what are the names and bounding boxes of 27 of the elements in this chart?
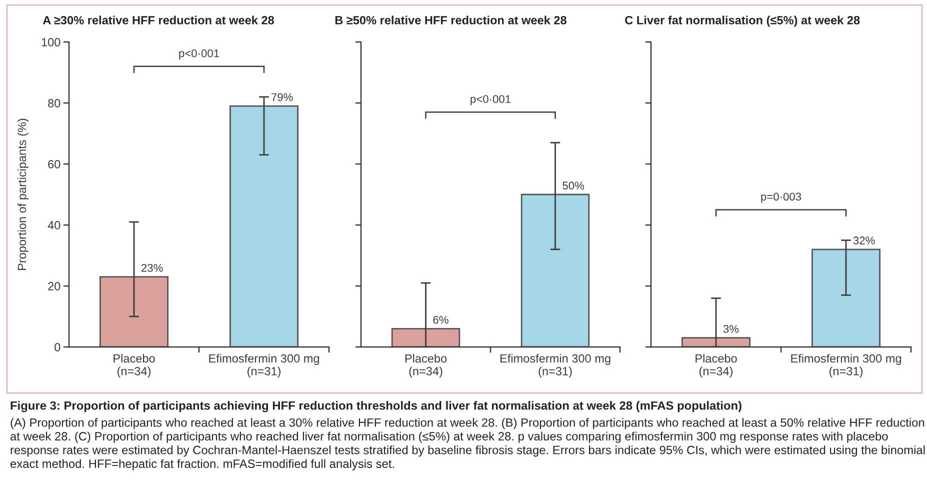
data-label: 23% bbox=[142, 264, 163, 272]
y-tick-label: 60 bbox=[48, 160, 60, 168]
chart-title: C Liver fat normalisation (≤5%) at week 28 bbox=[625, 16, 860, 27]
y-tick-label: 20 bbox=[48, 282, 60, 290]
annotation: p<0·001 bbox=[179, 49, 219, 60]
chart-title: A ≥30% relative HFF reduction at week 28 bbox=[42, 16, 274, 24]
caption: Figure 3: Proportion of participants achieving HFF reduction thresholds and liver fat normalisation at week 28 (mFAS population) bbox=[10, 401, 742, 412]
x-tick-label: Placebo (n=34) bbox=[405, 354, 447, 378]
annotation: p=0·003 bbox=[761, 192, 802, 203]
x-tick-label: Efimosfermin 300 mg (n=31) bbox=[209, 354, 320, 378]
y-tick-label: 40 bbox=[48, 221, 60, 230]
y-tick-label: 80 bbox=[48, 99, 60, 108]
data-label: 6% bbox=[433, 316, 448, 324]
data-label: 50% bbox=[562, 182, 584, 190]
x-tick-label: Placebo (n=34) bbox=[114, 354, 155, 378]
annotation: p<0·001 bbox=[470, 95, 510, 106]
data-label: 3% bbox=[723, 325, 739, 333]
text: (A) Proportion of participants who reached at least a 30% relative HFF reduction at week 28. (B) Proportion of participants who reached at least a 50% relative HFF reduction at week 28. (C) Proportion of participants who reached liver fat normalisation (≤5%) at week 28. p values comparing efimosfermin 300 mg response rates with placebo response rates were estimated by Cochran-Mantel-Haenszel tests stratified by baseline fibrosis stage. Errors bars indicate 95% CIs, which were estimated using the binomial exact method. HFF=hepatic fat fraction. mFAS=modified full analysis set. bbox=[10, 418, 925, 470]
y-tick-label: 0 bbox=[54, 343, 60, 352]
y-axis-title: Proportion of participants (%) bbox=[17, 118, 28, 270]
x-tick-label: Efimosfermin 300 mg (n=31) bbox=[791, 354, 902, 378]
x-tick-label: Efimosfermin 300 mg (n=31) bbox=[500, 354, 610, 378]
x-tick-label: Placebo (n=34) bbox=[696, 354, 737, 378]
y-tick-label: 100 bbox=[42, 38, 60, 46]
data-label: 32% bbox=[853, 236, 875, 244]
data-label: 79% bbox=[272, 93, 293, 102]
chart-title: B ≥50% relative HFF reduction at week 28 bbox=[335, 16, 566, 24]
